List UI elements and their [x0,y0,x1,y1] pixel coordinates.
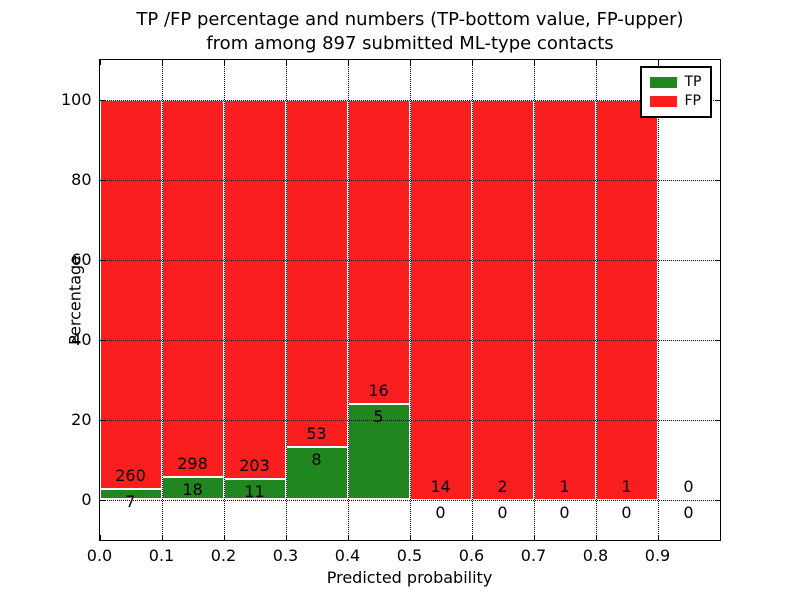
tp-count-label: 8 [311,450,322,470]
y-tick-label: 40 [71,329,92,349]
x-gridline [657,59,659,540]
fp-count-label: 0 [683,476,694,496]
tp-count-label: 5 [373,407,384,427]
legend-swatch-tp [649,76,677,88]
y-tick-label: 60 [71,249,92,269]
y-tick-left [99,179,105,181]
bar-fp [347,99,410,405]
x-gridline [223,59,225,540]
bar-fp [533,99,596,500]
x-gridline [409,59,411,540]
x-tick-top [409,59,411,65]
x-tick-label: 0.8 [582,545,609,565]
fp-count-label: 260 [115,466,146,485]
x-gridline [161,59,163,540]
fp-count-label: 203 [239,455,270,475]
legend-label: FP [684,92,702,109]
tp-count-label: 11 [244,481,265,501]
tp-count-label: 0 [559,502,570,522]
x-tick-top [347,59,349,65]
x-tick-top [533,59,535,65]
x-tick-label: 0.3 [272,545,299,565]
bar-fp [471,99,534,500]
chart-title: TP /FP percentage and numbers (TP-bottom… [136,9,684,54]
y-tick-left [99,499,105,501]
bar-tp [285,447,348,500]
x-gridline [347,59,349,540]
x-tick-bottom [471,534,473,540]
fp-count-label: 1 [621,476,632,496]
y-tick-right [714,179,720,181]
y-tick-left [99,99,105,101]
x-tick-bottom [347,534,349,540]
x-gridline [595,59,597,540]
x-tick-label: 0.6 [458,545,485,565]
x-tick-label: 0.5 [396,545,423,565]
tp-count-label: 0 [497,502,508,522]
y-tick-left [99,339,105,341]
legend-swatch-fp [649,95,677,107]
y-tick-label: 80 [71,169,92,189]
bar-fp [99,99,162,489]
bar-fp [409,99,472,500]
x-tick-top [285,59,287,65]
y-tick-right [714,499,720,501]
y-tick-right [714,99,720,101]
legend-entry: TP [649,73,702,91]
x-tick-bottom [161,534,163,540]
fp-count-label: 2 [497,476,508,496]
x-tick-bottom [99,534,101,540]
fp-count-label: 16 [368,381,389,401]
bar-fp [595,99,658,500]
y-tick-label: 20 [71,409,92,429]
x-tick-bottom [409,534,411,540]
x-tick-bottom [223,534,225,540]
x-tick-top [471,59,473,65]
y-tick-left [99,419,105,421]
x-tick-top [595,59,597,65]
x-tick-top [99,59,101,65]
x-tick-bottom [595,534,597,540]
x-gridline [285,59,287,540]
x-tick-label: 0.0 [86,545,113,565]
x-tick-top [161,59,163,65]
x-tick-label: 0.7 [520,545,547,565]
y-tick-right [714,419,720,421]
x-tick-label: 0.9 [644,545,671,565]
plot-area: Percentage Predicted probability TP FP 26… [61,58,721,587]
tp-count-label: 0 [435,502,446,522]
y-tick-label: 0 [81,489,92,509]
tp-count-label: 0 [621,502,632,522]
y-tick-right [714,259,720,261]
fp-count-label: 14 [430,476,451,496]
x-tick-top [223,59,225,65]
legend: TP FP [639,65,712,118]
y-tick-right [714,339,720,341]
fp-count-label: 298 [177,453,208,473]
tp-count-label: 7 [125,492,136,511]
fp-count-label: 53 [306,424,327,444]
x-gridline [533,59,535,540]
x-tick-bottom [285,534,287,540]
bar-fp [223,99,286,479]
x-axis-label: Predicted probability [326,567,493,587]
bar-tp [99,489,162,500]
x-tick-bottom [533,534,535,540]
x-tick-top [657,59,659,65]
bar-fp [285,99,348,448]
y-tick-label: 100 [60,89,92,109]
x-tick-label: 0.2 [210,545,237,565]
legend-label: TP [684,73,702,90]
bar-fp [161,99,224,477]
fp-count-label: 1 [559,476,570,496]
x-tick-bottom [657,534,659,540]
y-tick-left [99,259,105,261]
x-gridline [471,59,473,540]
x-tick-label: 0.4 [334,545,361,565]
tp-count-label: 18 [182,479,203,499]
tp-count-label: 0 [683,502,694,522]
legend-entry: FP [649,92,702,110]
x-tick-label: 0.1 [148,545,175,565]
